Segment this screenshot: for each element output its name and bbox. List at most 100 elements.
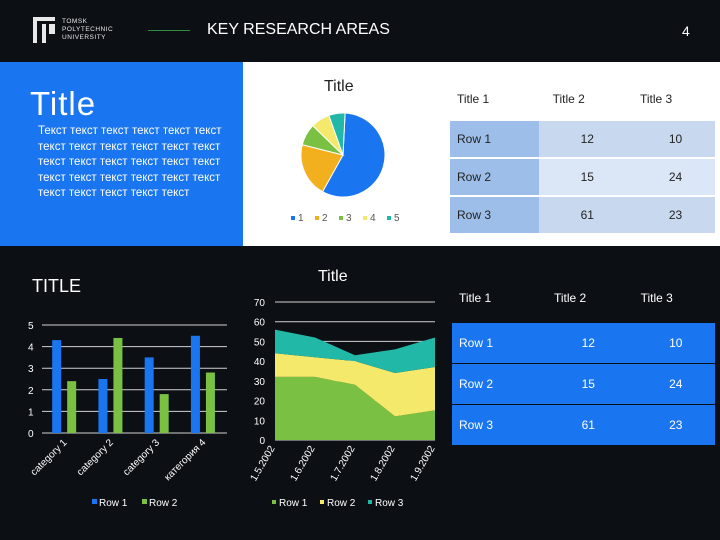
x-tick-label: 1.6.2002	[289, 444, 318, 484]
table-row-label: Row 3	[452, 404, 540, 446]
y-tick-label: 0	[259, 436, 265, 447]
y-tick-label: 60	[254, 318, 266, 329]
legend-swatch	[320, 500, 324, 504]
y-tick-label: 10	[254, 416, 266, 427]
table-row: Row 1 12 10	[450, 120, 715, 159]
header-bar: TOMSK POLYTECHNIC UNIVERSITY KEY RESEARC…	[0, 0, 720, 62]
y-tick-label: 3	[28, 364, 34, 375]
slide-title: KEY RESEARCH AREAS	[207, 21, 390, 38]
area-chart-title: Title	[318, 268, 348, 285]
table-cell: 61	[539, 404, 637, 446]
table-cell: 23	[636, 404, 715, 446]
legend-label: Row 1	[279, 498, 308, 509]
x-tick-label: 1.5.2002	[249, 444, 278, 484]
table-cell: 10	[635, 120, 715, 159]
bar	[98, 379, 108, 433]
legend-label: 4	[370, 213, 376, 224]
bar	[190, 335, 200, 433]
x-tick-label: category 3	[121, 437, 162, 478]
legend-label: 1	[298, 213, 304, 224]
x-tick-label: category 2	[75, 437, 116, 478]
table-row-label: Row 1	[452, 322, 540, 364]
x-tick-label: 1.7.2002	[329, 444, 358, 484]
legend-swatch	[272, 500, 276, 504]
legend-swatch	[92, 499, 97, 504]
area-series	[275, 376, 435, 440]
section-title: TITLE	[32, 276, 82, 296]
area-series	[275, 353, 435, 417]
table-row-label: Row 2	[450, 158, 539, 197]
table-header-cell: Title 3	[636, 274, 715, 323]
x-tick-label: 1.8.2002	[369, 444, 398, 484]
bar	[159, 394, 169, 433]
top-table: Title 1 Title 2 Title 3 Row 1 12 10 Row …	[450, 79, 715, 235]
table-header-row: Title 1 Title 2 Title 3	[452, 274, 715, 323]
pie-chart-title: Title	[324, 78, 354, 95]
table-header-cell: Title 1	[450, 79, 539, 121]
y-tick-label: 50	[254, 337, 266, 348]
x-tick-label: категория 4	[162, 437, 208, 483]
table-header-cell: Title 2	[538, 79, 636, 121]
legend-label: Row 2	[327, 498, 356, 509]
bar	[144, 357, 154, 433]
table-header-cell: Title 1	[452, 274, 540, 323]
legend-label: Row 1	[99, 498, 128, 509]
table-cell: 12	[539, 322, 637, 364]
intro-panel	[0, 62, 243, 246]
table-cell: 24	[635, 158, 715, 197]
table-header-cell: Title 2	[539, 274, 637, 323]
header-divider	[148, 30, 190, 31]
table-cell: 10	[636, 322, 715, 364]
legend-label: 2	[322, 213, 328, 224]
legend-label: 3	[346, 213, 352, 224]
y-tick-label: 2	[28, 386, 34, 397]
table-row: Row 1 12 10	[452, 322, 715, 364]
legend-swatch	[368, 500, 372, 504]
bar	[67, 381, 77, 433]
table-row: Row 2 15 24	[450, 158, 715, 197]
x-tick-label: category 1	[29, 437, 70, 478]
legend-swatch	[339, 216, 343, 220]
y-tick-label: 1	[28, 407, 34, 418]
page-number: 4	[682, 23, 690, 39]
legend-swatch	[142, 499, 147, 504]
pie-slice	[321, 112, 386, 198]
university-logo-text: TOMSK POLYTECHNIC UNIVERSITY	[62, 18, 114, 41]
y-tick-label: 4	[28, 343, 34, 354]
y-tick-label: 30	[254, 377, 266, 388]
table-row-label: Row 1	[450, 120, 539, 159]
y-tick-label: 0	[28, 429, 34, 440]
bar	[205, 372, 215, 433]
legend-label: Row 2	[149, 498, 178, 509]
pie-chart: 1 2 3 4 5	[291, 112, 400, 224]
table-row: Row 2 15 24	[452, 363, 715, 405]
bottom-table: Title 1 Title 2 Title 3 Row 1 12 10 Row …	[452, 274, 715, 446]
x-tick-label: 1.9.2002	[409, 444, 438, 484]
area-series	[275, 329, 435, 373]
y-tick-label: 40	[254, 357, 266, 368]
intro-body-text: Текст текст текст текст текст текст текс…	[38, 125, 222, 199]
table-cell: 61	[538, 196, 636, 235]
table-cell: 12	[538, 120, 636, 159]
table-cell: 15	[539, 363, 637, 405]
y-tick-label: 20	[254, 397, 266, 408]
legend-label: Row 3	[375, 498, 404, 509]
y-tick-label: 5	[28, 321, 34, 332]
table-cell: 15	[538, 158, 636, 197]
intro-title: Title	[30, 85, 97, 122]
pie-slice	[328, 112, 346, 156]
bar	[52, 340, 62, 433]
pie-slice	[300, 144, 344, 193]
table-row-label: Row 3	[450, 196, 539, 235]
bar-chart: 0 1 2 3 4 5 category 1 category 2 category 3 кате…	[28, 321, 227, 509]
legend-swatch	[315, 216, 319, 220]
bar	[113, 337, 123, 433]
university-logo-icon	[33, 17, 55, 43]
area-chart: 0 10 20 30 40 50 60 70 1.5.2002 1.6.2002 1.7.2002 1…	[249, 298, 438, 509]
table-row: Row 3 61 23	[450, 196, 715, 235]
table-cell: 23	[635, 196, 715, 235]
legend-swatch	[387, 216, 391, 220]
y-tick-label: 70	[254, 298, 266, 309]
table-row-label: Row 2	[452, 363, 540, 405]
table-header-row: Title 1 Title 2 Title 3	[450, 79, 715, 121]
